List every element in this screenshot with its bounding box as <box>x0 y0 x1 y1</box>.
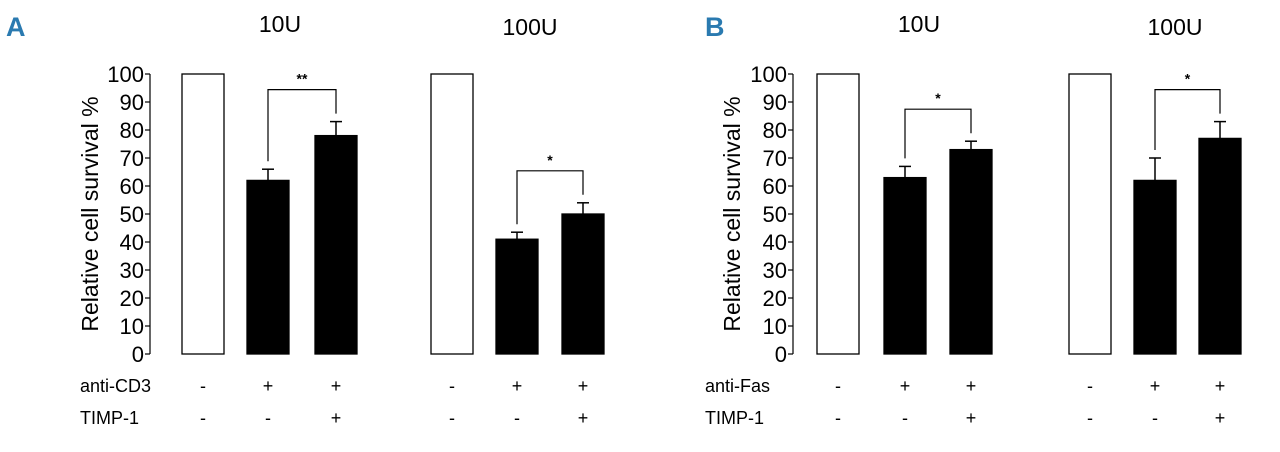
condition-sign: - <box>200 408 206 428</box>
y-tick-label: 90 <box>120 90 144 115</box>
bar <box>1068 73 1112 355</box>
y-tick-label: 100 <box>750 62 787 87</box>
y-tick-label: 0 <box>775 342 787 367</box>
bar <box>314 134 358 355</box>
y-axis-label: Relative cell survival % <box>77 96 103 331</box>
bar <box>561 213 605 355</box>
significance-star: * <box>1185 71 1191 87</box>
significance-bracket <box>1154 89 1221 150</box>
y-tick-label: 10 <box>763 314 787 339</box>
y-tick-label: 70 <box>763 146 787 171</box>
condition-sign: + <box>1215 408 1226 428</box>
condition-sign: - <box>200 376 206 396</box>
condition-sign: + <box>331 376 342 396</box>
bar <box>949 148 993 355</box>
bar <box>181 73 225 355</box>
y-tick-label: 80 <box>763 118 787 143</box>
bar <box>1133 179 1177 355</box>
condition-sign: + <box>966 408 977 428</box>
condition-sign: - <box>902 408 908 428</box>
bar <box>883 176 927 355</box>
significance-bracket <box>516 170 584 225</box>
bar <box>495 238 539 355</box>
panel-letter: A <box>6 12 26 42</box>
bar <box>816 73 860 355</box>
significance-bracket <box>267 89 337 162</box>
condition-sign: - <box>449 408 455 428</box>
group-label: 10U <box>259 11 301 37</box>
condition-sign: + <box>1215 376 1226 396</box>
y-tick-label: 40 <box>120 230 144 255</box>
y-tick-label: 60 <box>120 174 144 199</box>
condition-sign: + <box>966 376 977 396</box>
y-tick-label: 10 <box>120 314 144 339</box>
condition-sign: - <box>1087 376 1093 396</box>
significance-star: ** <box>297 71 308 87</box>
group-label: 100U <box>503 14 558 40</box>
condition-row-label: anti-Fas <box>705 376 770 396</box>
condition-sign: + <box>1150 376 1161 396</box>
y-tick-label: 0 <box>132 342 144 367</box>
y-tick-label: 70 <box>120 146 144 171</box>
significance-star: * <box>547 152 553 168</box>
panel-letter: B <box>705 12 725 42</box>
y-axis-label: Relative cell survival % <box>719 96 745 331</box>
condition-sign: + <box>512 376 523 396</box>
group-label: 10U <box>898 11 940 37</box>
y-tick-label: 20 <box>763 286 787 311</box>
y-tick-label: 40 <box>763 230 787 255</box>
condition-sign: - <box>835 376 841 396</box>
y-tick-label: 30 <box>120 258 144 283</box>
group-label: 100U <box>1148 14 1203 40</box>
condition-sign: - <box>265 408 271 428</box>
condition-sign: - <box>449 376 455 396</box>
condition-sign: + <box>578 408 589 428</box>
significance-bracket <box>904 108 972 159</box>
y-tick-label: 20 <box>120 286 144 311</box>
condition-sign: + <box>331 408 342 428</box>
significance-star: * <box>935 90 941 106</box>
condition-sign: + <box>263 376 274 396</box>
y-tick-label: 80 <box>120 118 144 143</box>
y-tick-label: 50 <box>763 202 787 227</box>
condition-sign: + <box>900 376 911 396</box>
y-tick-label: 50 <box>120 202 144 227</box>
condition-sign: - <box>514 408 520 428</box>
condition-sign: + <box>578 376 589 396</box>
condition-sign: - <box>835 408 841 428</box>
condition-sign: - <box>1152 408 1158 428</box>
condition-row-label: anti-CD3 <box>80 376 151 396</box>
bar <box>430 73 474 355</box>
y-tick-label: 60 <box>763 174 787 199</box>
condition-row-label: TIMP-1 <box>705 408 764 428</box>
y-tick-label: 30 <box>763 258 787 283</box>
condition-row-label: TIMP-1 <box>80 408 139 428</box>
y-tick-label: 100 <box>107 62 144 87</box>
bar <box>1198 137 1242 355</box>
bar <box>246 179 290 355</box>
condition-sign: - <box>1087 408 1093 428</box>
y-tick-label: 90 <box>763 90 787 115</box>
